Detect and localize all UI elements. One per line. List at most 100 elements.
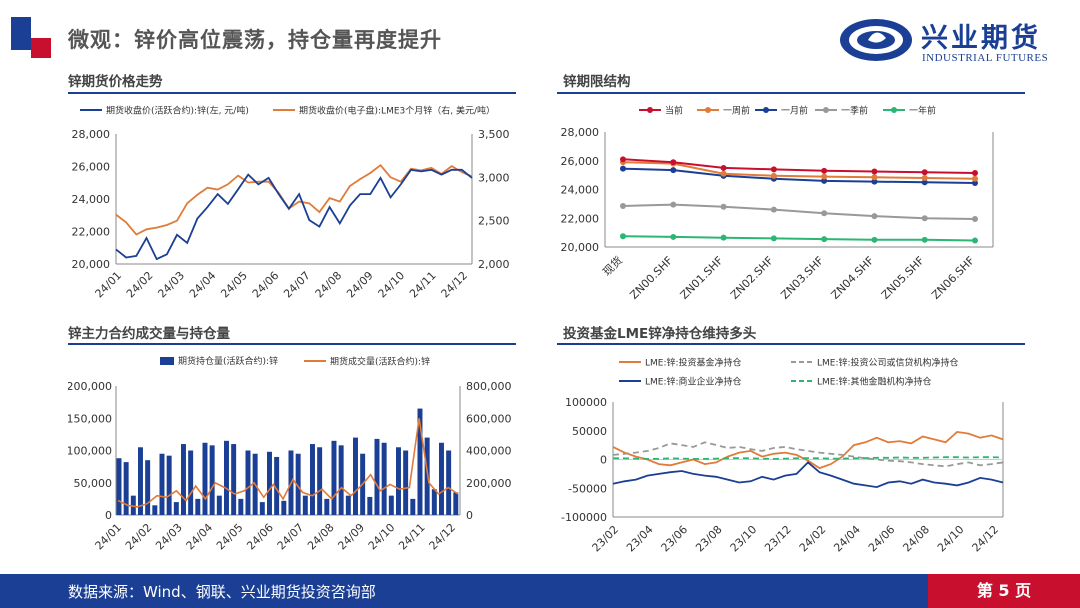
legend-label: 一季前	[841, 105, 868, 117]
data-point	[670, 201, 677, 208]
y-tick-label: 22,000	[72, 226, 111, 239]
data-point	[821, 210, 828, 217]
panel-divider	[557, 92, 1025, 94]
y-tick-label: 50,000	[74, 477, 113, 490]
bar	[417, 408, 423, 515]
x-tick-label: 24/04	[831, 523, 863, 555]
legend-marker	[763, 107, 769, 113]
bar	[302, 495, 308, 515]
series-line	[613, 456, 1004, 460]
y2-tick-label: 600,000	[466, 412, 512, 425]
y-tick-label: 0	[105, 509, 112, 522]
page-number: 第 5 页	[928, 574, 1080, 608]
x-tick-label: 24/07	[281, 269, 313, 301]
y-tick-label: 100000	[565, 396, 607, 409]
data-point	[871, 178, 878, 185]
bar	[431, 489, 437, 515]
x-tick-label: 现货	[600, 253, 625, 278]
series-line	[612, 441, 1004, 468]
x-tick-label: 23/06	[659, 523, 691, 555]
data-point	[620, 156, 626, 163]
bar	[281, 500, 287, 515]
chart-zinc-volume-open-interest: 期货持仓量(活跃合约):锌 期货成交量(活跃合约):锌 0 50,000 100,000…	[68, 355, 512, 553]
series-line-lme	[115, 163, 473, 236]
y-tick-label: 150,000	[68, 412, 112, 425]
data-point	[770, 166, 777, 173]
series-line	[622, 158, 976, 174]
x-tick-label: 23/10	[728, 523, 760, 555]
panel-divider	[68, 343, 516, 345]
legend-label: 当前	[665, 105, 683, 117]
legend-marker	[823, 107, 829, 113]
x-tick-label: 24/10	[376, 269, 408, 301]
y2-tick-label: 0	[466, 509, 473, 522]
brand-name-en: INDUSTRIAL FUTURES	[922, 52, 1049, 64]
bar	[159, 453, 165, 515]
logo-square-blue	[11, 17, 31, 50]
bar	[338, 445, 344, 515]
x-tick-label: 24/01	[93, 269, 125, 301]
x-tick-label: 24/02	[797, 523, 829, 555]
bar	[209, 445, 215, 515]
x-tick-label: ZN00.SHF	[627, 254, 675, 302]
bar	[216, 495, 222, 515]
y-tick-label: 0	[600, 454, 607, 467]
bar	[317, 447, 323, 515]
bar	[224, 440, 229, 515]
data-point	[770, 206, 777, 213]
data-point	[921, 215, 928, 222]
panel-title-term-structure: 锌期限结构	[563, 74, 631, 90]
legend-label: LME:锌:投资公司或信贷机构净持仓	[817, 357, 959, 369]
panel-divider	[557, 343, 1025, 345]
data-point	[921, 179, 928, 186]
chart-lme-zinc-net-positions: LME:锌:投资基金净持仓 LME:锌:投资公司或信贷机构净持仓 LME:锌:商业企…	[561, 357, 1004, 555]
data-point	[770, 235, 777, 242]
x-tick-label: 24/08	[900, 523, 932, 555]
data-point	[871, 174, 878, 181]
legend-label: 期货收盘价(活跃合约):锌(左, 元/吨)	[106, 105, 249, 117]
bar	[245, 450, 251, 515]
data-point	[670, 159, 677, 166]
y2-tick-label: 2,000	[478, 258, 510, 271]
x-tick-label: 24/12	[439, 269, 471, 301]
x-tick-label: 24/08	[305, 521, 337, 553]
data-point	[770, 172, 777, 179]
bar	[331, 440, 337, 515]
data-point	[720, 203, 727, 210]
y2-tick-label: 400,000	[466, 445, 512, 458]
x-tick-label: 24/05	[214, 521, 246, 553]
x-tick-label: 23/08	[693, 523, 725, 555]
x-tick-label: 24/07	[275, 521, 307, 553]
data-point	[921, 175, 928, 181]
data-point	[871, 168, 878, 175]
x-tick-label: 24/05	[218, 269, 250, 301]
bar	[345, 495, 351, 515]
bar	[138, 447, 143, 515]
bar	[152, 505, 158, 515]
x-tick-label: 24/03	[153, 521, 185, 553]
series-line	[612, 430, 1004, 470]
brand-name-cn: 兴业期货	[921, 23, 1041, 54]
legend-marker	[891, 107, 897, 113]
y2-tick-label: 3,500	[478, 128, 510, 141]
legend-marker	[705, 107, 711, 113]
data-point	[620, 165, 626, 172]
series-line	[612, 461, 1004, 489]
y-tick-label: 22,000	[561, 212, 600, 225]
x-tick-label: 24/11	[407, 269, 439, 301]
x-tick-label: 24/10	[366, 521, 398, 553]
legend-label: 期货成交量(活跃合约):锌	[330, 356, 430, 368]
data-point	[921, 169, 928, 176]
x-tick-label: 24/10	[935, 523, 967, 555]
x-tick-label: ZN01.SHF	[678, 254, 726, 302]
data-point	[720, 170, 727, 177]
x-tick-label: 24/02	[123, 521, 155, 553]
y-tick-label: 20,000	[561, 241, 600, 254]
bar	[238, 498, 244, 515]
bar	[173, 502, 179, 515]
y2-tick-label: 200,000	[466, 477, 512, 490]
x-tick-label: ZN05.SHF	[879, 254, 927, 302]
y-tick-label: 200,000	[68, 380, 112, 393]
x-tick-label: 24/03	[155, 269, 187, 301]
bar	[388, 495, 394, 515]
